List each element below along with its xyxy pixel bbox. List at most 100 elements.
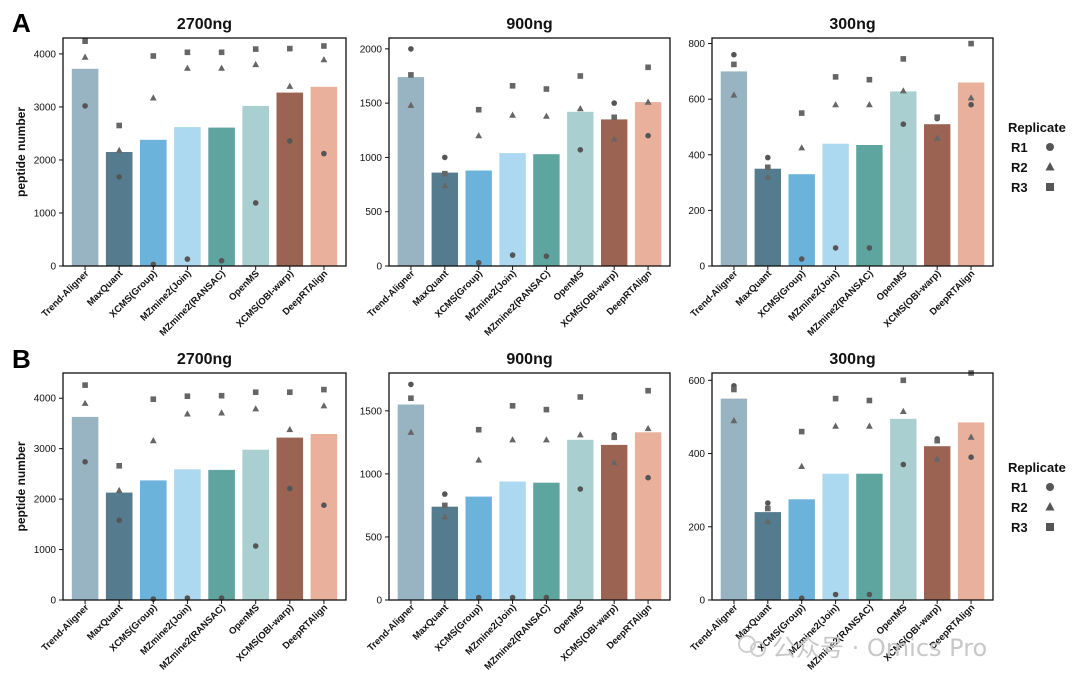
- chart-title: 900ng: [506, 351, 552, 368]
- y-tick-label: 4000: [34, 394, 57, 405]
- legend-label-r2: R2: [1011, 160, 1028, 175]
- replicate-r1-point: [408, 46, 414, 52]
- legend-square-icon: [1046, 523, 1054, 531]
- replicate-r1-point: [866, 591, 873, 598]
- bar-xcms-group-: [465, 170, 492, 266]
- bar-trend-aligner: [71, 68, 99, 266]
- replicate-r2-point: [576, 431, 584, 438]
- plot-frame: [711, 372, 994, 601]
- legend-triangle-icon: [1045, 162, 1055, 171]
- bar-deeprtalign: [634, 102, 662, 266]
- replicate-r3-point: [798, 110, 805, 116]
- replicate-r3-point: [475, 426, 482, 433]
- replicate-r2-point: [610, 135, 618, 142]
- replicate-r1-point: [645, 474, 651, 481]
- replicate-r2-point: [441, 182, 449, 189]
- replicate-r3-point: [287, 45, 293, 52]
- replicate-r2-point: [115, 146, 123, 153]
- y-tick-label: 400: [688, 150, 705, 161]
- legend-title: Replicate: [1008, 120, 1066, 135]
- y-tick-label: 0: [376, 262, 382, 273]
- bar-deeprtalign: [310, 86, 338, 266]
- replicate-r3-point: [765, 164, 771, 171]
- y-tick-label: 500: [365, 207, 382, 218]
- replicate-r3-point: [645, 64, 651, 71]
- category-label: Trend-Aligner: [689, 268, 741, 320]
- bar-mzmine2-join-: [174, 127, 201, 266]
- replicate-r1-point: [509, 594, 516, 601]
- bar-mzmine2-join-: [822, 473, 849, 600]
- category-label: XCMS(OBI-warp): [882, 268, 944, 330]
- y-tick-label: 0: [699, 262, 705, 273]
- replicate-r2-point: [610, 458, 618, 466]
- replicate-r1-point: [252, 543, 259, 549]
- chart-b-900ng: 050010001500Trend-AlignerMaxQuantXCMS(Gr…: [360, 351, 671, 672]
- wechat-icon-inner: [750, 641, 766, 657]
- bar-openms: [242, 449, 269, 600]
- charts-area: 01000200030004000Trend-AlignerMaxQuantXC…: [14, 16, 994, 672]
- category-label: OpenMS: [874, 268, 909, 303]
- replicate-r1-point: [82, 103, 88, 109]
- legend-label-r3: R3: [1011, 520, 1028, 535]
- y-tick-label: 0: [699, 596, 705, 607]
- replicate-r2-point: [475, 132, 483, 139]
- y-tick-label: 4000: [34, 49, 57, 60]
- replicate-r1-point: [287, 485, 293, 492]
- bar-xcms-group-: [788, 174, 815, 266]
- bar-maxquant: [431, 506, 458, 600]
- bar-deeprtalign: [957, 422, 985, 600]
- replicate-r1-point: [116, 517, 122, 524]
- replicate-r2-point: [764, 517, 772, 524]
- replicate-r3-point: [442, 502, 448, 509]
- replicate-r2-point: [320, 56, 328, 63]
- replicate-r1-point: [798, 256, 805, 262]
- bar-deeprtalign: [310, 434, 338, 600]
- replicate-r3-point: [765, 505, 771, 512]
- category-label: Trend-Aligner: [366, 602, 418, 654]
- replicate-r1-point: [321, 502, 327, 509]
- replicate-r2-point: [407, 101, 415, 108]
- plot-frame: [388, 372, 671, 601]
- replicate-r1-point: [442, 491, 448, 497]
- replicate-r1-point: [116, 174, 122, 180]
- replicate-r1-point: [475, 594, 482, 601]
- replicate-r1-point: [968, 101, 974, 108]
- replicate-r2-point: [832, 101, 839, 108]
- replicate-r1-point: [408, 381, 414, 388]
- legend-circle-icon: [1046, 483, 1054, 491]
- replicate-r1-point: [765, 500, 771, 506]
- bar-xcms-obi-warp-: [276, 437, 304, 600]
- category-label: XCMS(OBI-warp): [559, 268, 621, 330]
- replicate-r3-point: [832, 395, 839, 402]
- watermark: 公众号 · Omics Pro: [738, 634, 987, 662]
- plot-frame: [62, 37, 347, 267]
- replicate-r1-point: [321, 150, 327, 157]
- category-label: XCMS(OBI-warp): [559, 602, 621, 664]
- legend-label-r1: R1: [1011, 480, 1028, 495]
- replicate-r3-point: [321, 43, 327, 49]
- y-tick-label: 1500: [360, 99, 383, 110]
- chart-a-2700ng: 01000200030004000Trend-AlignerMaxQuantXC…: [14, 16, 347, 338]
- replicate-r1-point: [866, 245, 873, 251]
- plot-frame: [388, 37, 671, 267]
- replicate-r2-point: [933, 134, 941, 141]
- bar-openms: [890, 91, 917, 267]
- y-tick-label: 200: [688, 522, 705, 533]
- y-tick-label: 600: [688, 95, 705, 106]
- category-label: Trend-Aligner: [689, 602, 741, 654]
- replicate-r1-point: [543, 253, 550, 259]
- category-label: Trend-Aligner: [40, 602, 92, 654]
- chart-a-900ng: 0500100015002000Trend-AlignerMaxQuantXCM…: [360, 16, 671, 338]
- y-tick-label: 2000: [34, 155, 57, 166]
- replicate-r2-point: [286, 82, 294, 89]
- y-tick-label: 400: [688, 449, 705, 460]
- replicate-r2-point: [798, 462, 806, 469]
- replicate-r2-point: [407, 428, 415, 435]
- chart-title: 2700ng: [177, 351, 232, 368]
- category-label: MZmine2(RANSAC): [482, 268, 552, 338]
- replicate-r2-point: [218, 64, 225, 71]
- y-tick-label: 3000: [34, 102, 57, 113]
- bar-trend-aligner: [397, 77, 425, 266]
- replicate-r1-point: [731, 51, 737, 58]
